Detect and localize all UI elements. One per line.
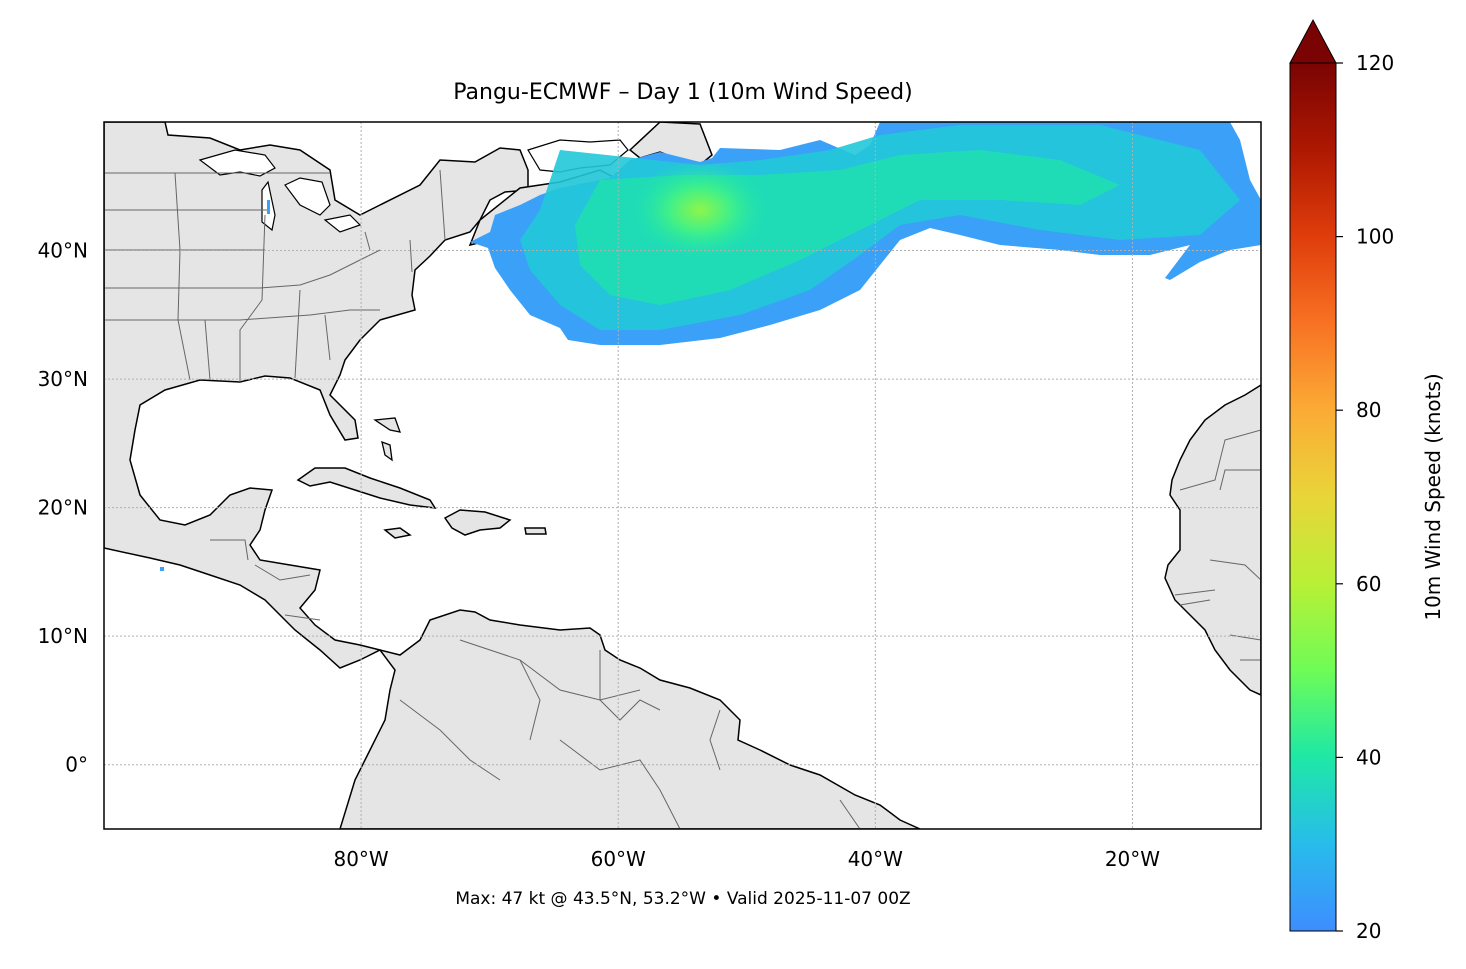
footer-annotation: Max: 47 kt @ 43.5°N, 53.2°W • Valid 2025…	[455, 889, 910, 909]
island-bahamas	[373, 417, 401, 462]
colorbar-tick-label: 80	[1356, 398, 1381, 422]
colorbar-tick-label: 120	[1356, 51, 1394, 75]
lat-tick-label: 30°N	[38, 367, 88, 391]
political-borders	[104, 169, 1261, 829]
great-lakes	[198, 149, 362, 233]
lat-tick-labels: 40°N 30°N 20°N 10°N 0°	[38, 239, 88, 777]
land-africa	[1164, 384, 1261, 696]
lon-tick-label: 60°W	[591, 847, 646, 871]
land-north-america	[104, 122, 921, 829]
gridlines	[104, 122, 1261, 829]
lon-tick-label: 20°W	[1105, 847, 1160, 871]
lon-tick-labels: 80°W 60°W 40°W 20°W	[333, 847, 1160, 871]
colorbar-bar	[1289, 62, 1337, 932]
wind-speck-lake	[267, 200, 270, 214]
wind-max-core	[630, 160, 770, 260]
colorbar-tick-label: 60	[1356, 572, 1381, 596]
colorbar-tick-label: 100	[1356, 225, 1394, 249]
lon-tick-label: 80°W	[333, 847, 388, 871]
island-hispaniola	[443, 509, 512, 536]
lat-tick-label: 10°N	[38, 624, 88, 648]
island-cuba	[296, 467, 437, 509]
lat-tick-label: 0°	[65, 753, 88, 777]
island-jamaica	[383, 527, 412, 539]
colorbar-extend-arrow	[1289, 18, 1337, 64]
colorbar-tick-label: 40	[1356, 745, 1381, 769]
colorbar-label: 10m Wind Speed (knots)	[1421, 373, 1445, 620]
wind-speck-gulf	[160, 567, 164, 571]
map-frame	[103, 121, 1262, 830]
wind-field	[160, 122, 1261, 571]
chart-title: Pangu-ECMWF – Day 1 (10m Wind Speed)	[453, 80, 912, 105]
island-puerto-rico	[524, 527, 547, 535]
colorbar: 20 40 60 80 100 120 10m Wind Speed (knots)	[1289, 18, 1445, 943]
colorbar-ticks: 20 40 60 80 100 120	[1336, 51, 1394, 943]
lat-tick-label: 20°N	[38, 496, 88, 520]
colorbar-tick-label: 20	[1356, 919, 1381, 943]
lon-tick-label: 40°W	[848, 847, 903, 871]
lat-tick-label: 40°N	[38, 239, 88, 263]
map-panel	[104, 122, 1261, 829]
